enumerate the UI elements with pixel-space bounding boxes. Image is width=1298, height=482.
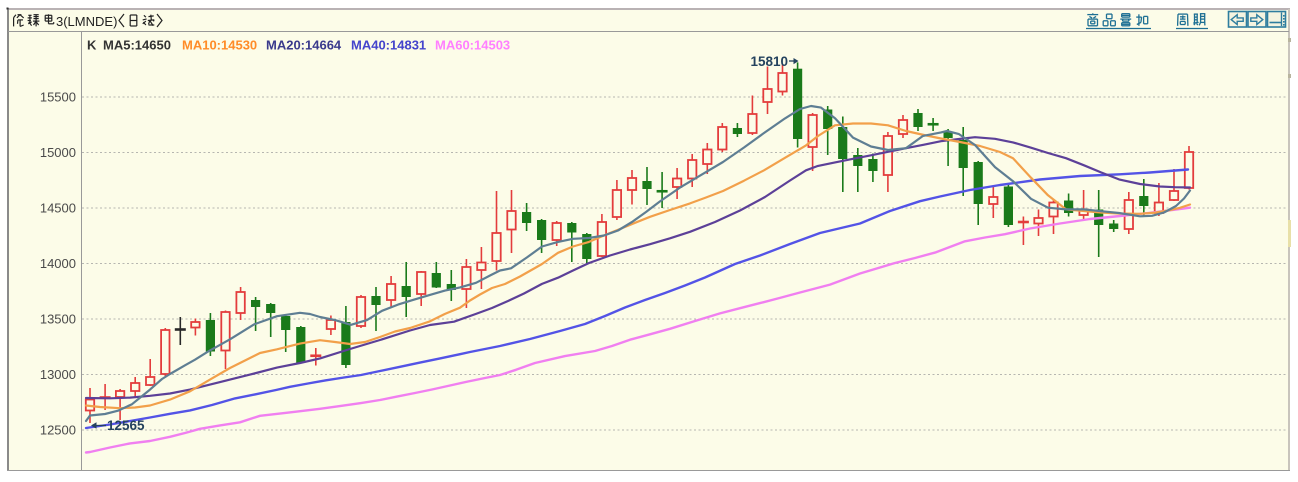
svg-text:13000: 13000 bbox=[40, 367, 76, 382]
svg-text:K: K bbox=[87, 38, 97, 53]
svg-text:12565: 12565 bbox=[107, 418, 145, 433]
svg-text:14000: 14000 bbox=[40, 256, 76, 271]
svg-text:15810: 15810 bbox=[750, 54, 788, 69]
svg-text:14500: 14500 bbox=[40, 201, 76, 216]
svg-text:13500: 13500 bbox=[40, 312, 76, 327]
svg-text:MA5:14650: MA5:14650 bbox=[103, 38, 171, 53]
svg-text:MA60:14503: MA60:14503 bbox=[435, 38, 510, 53]
svg-text:15000: 15000 bbox=[40, 145, 76, 160]
svg-text:15500: 15500 bbox=[40, 90, 76, 105]
svg-text:MA40:14831: MA40:14831 bbox=[351, 38, 426, 53]
svg-text:MA10:14530: MA10:14530 bbox=[182, 38, 257, 53]
svg-text:3(LMNDE): 3(LMNDE) bbox=[56, 14, 117, 29]
svg-text:12500: 12500 bbox=[40, 423, 76, 438]
svg-text:MA20:14664: MA20:14664 bbox=[266, 38, 342, 53]
